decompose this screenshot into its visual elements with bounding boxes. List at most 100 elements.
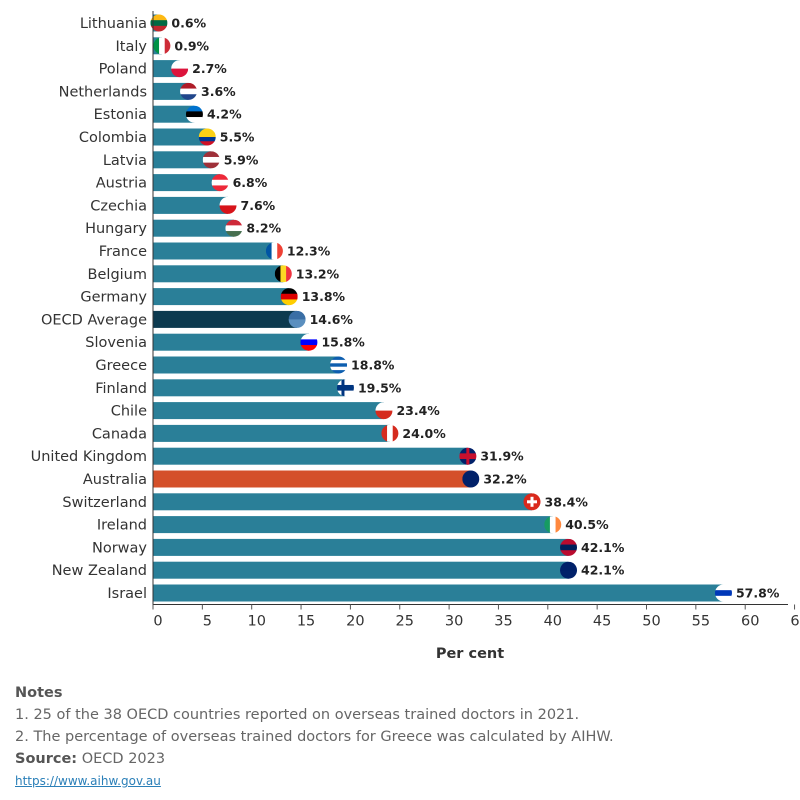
category-label: Israel <box>107 586 147 602</box>
bar[interactable] <box>153 538 569 556</box>
category-label: Chile <box>111 404 147 420</box>
flag-icon <box>274 265 292 283</box>
data-label: 19.5% <box>358 380 402 395</box>
x-tick-label: 55 <box>692 614 710 630</box>
bar[interactable] <box>153 151 212 169</box>
flag-icon <box>265 242 283 260</box>
flag-icon <box>459 447 477 465</box>
data-label: 14.6% <box>310 312 354 327</box>
flag-icon <box>180 82 198 100</box>
source-label: Source: <box>15 751 78 767</box>
x-tick-label: 45 <box>593 614 611 630</box>
bar[interactable] <box>153 105 195 123</box>
flag-icon <box>202 151 220 169</box>
category-label: Germany <box>80 290 147 306</box>
bar[interactable] <box>153 288 290 306</box>
bar[interactable] <box>153 470 471 488</box>
note-1: 1. 25 of the 38 OECD countries reported … <box>15 707 580 723</box>
bar[interactable] <box>153 356 339 374</box>
x-tick-label: 35 <box>494 614 512 630</box>
flag-icon <box>300 333 318 351</box>
data-label: 23.4% <box>396 403 440 418</box>
bar[interactable] <box>153 82 189 100</box>
bar[interactable] <box>153 128 208 146</box>
bar[interactable] <box>153 219 234 237</box>
x-tick-label: 0 <box>153 614 162 630</box>
category-label: Hungary <box>85 221 147 237</box>
data-label: 31.9% <box>480 449 524 464</box>
bar[interactable] <box>153 196 229 214</box>
data-label: 15.8% <box>321 335 365 350</box>
x-tick-label: 20 <box>346 614 364 630</box>
category-label: Greece <box>95 358 147 374</box>
data-label: 42.1% <box>581 540 625 555</box>
bar[interactable] <box>153 402 384 420</box>
flag-icon <box>225 219 243 237</box>
category-label: France <box>99 244 147 260</box>
category-label: Netherlands <box>59 84 147 100</box>
flag-icon <box>375 402 393 420</box>
flag-icon <box>336 379 354 397</box>
data-label: 32.2% <box>483 472 527 487</box>
data-label: 2.7% <box>192 61 227 76</box>
bar[interactable] <box>153 493 533 511</box>
flag-icon <box>544 516 562 534</box>
category-label: Estonia <box>94 107 147 123</box>
data-label: 13.2% <box>296 266 340 281</box>
data-label: 7.6% <box>241 198 276 213</box>
flag-icon <box>185 105 203 123</box>
data-label: 8.2% <box>246 221 281 236</box>
category-label: Latvia <box>103 153 147 169</box>
data-label: 12.3% <box>287 244 331 259</box>
bar[interactable] <box>153 265 284 283</box>
category-label: Finland <box>95 381 147 397</box>
flag-icon <box>560 538 578 556</box>
bar[interactable] <box>153 516 553 534</box>
x-tick-label: 30 <box>445 614 463 630</box>
flag-icon <box>150 14 168 32</box>
data-label: 6.8% <box>233 175 268 190</box>
flag-icon <box>330 356 348 374</box>
data-label: 5.9% <box>224 152 259 167</box>
x-tick-label: 65 <box>790 614 800 630</box>
x-axis-title: Per cent <box>436 646 504 662</box>
flag-icon <box>219 196 237 214</box>
notes-heading: Notes <box>15 685 63 701</box>
category-label: Lithuania <box>80 16 147 32</box>
category-label: Poland <box>99 62 147 78</box>
flag-icon <box>714 584 732 602</box>
data-label: 42.1% <box>581 563 625 578</box>
source-value: OECD 2023 <box>81 751 166 767</box>
bar[interactable] <box>153 242 275 260</box>
category-label: New Zealand <box>52 563 147 579</box>
bar[interactable] <box>153 447 468 465</box>
bar-chart: Lithuania 0.6% Italy 0.9% Poland 2.7% Netherla… <box>31 11 800 662</box>
data-label: 57.8% <box>736 586 780 601</box>
flag-icon <box>288 310 306 328</box>
bar[interactable] <box>153 174 221 192</box>
data-label: 13.8% <box>302 289 346 304</box>
category-label: Australia <box>83 472 147 488</box>
category-label: Canada <box>92 426 147 442</box>
aihw-link[interactable]: https://www.aihw.gov.au <box>15 774 161 788</box>
bar[interactable] <box>153 379 346 397</box>
bar[interactable] <box>153 561 569 579</box>
flag-icon <box>211 174 229 192</box>
category-label: Belgium <box>88 267 147 283</box>
data-label: 24.0% <box>402 426 446 441</box>
flag-icon <box>523 493 541 511</box>
category-label: Slovenia <box>85 335 147 351</box>
x-tick-label: 10 <box>247 614 265 630</box>
data-label: 38.4% <box>545 494 589 509</box>
bar[interactable] <box>153 333 309 351</box>
data-label: 0.9% <box>174 38 209 53</box>
flag-icon <box>171 60 189 78</box>
category-label: Switzerland <box>62 495 147 511</box>
flag-icon <box>462 470 480 488</box>
bar[interactable] <box>153 424 390 442</box>
x-tick-label: 40 <box>544 614 562 630</box>
bar[interactable] <box>153 310 298 328</box>
category-label: Czechia <box>90 198 147 214</box>
flag-icon <box>280 288 298 306</box>
bar[interactable] <box>153 584 724 602</box>
